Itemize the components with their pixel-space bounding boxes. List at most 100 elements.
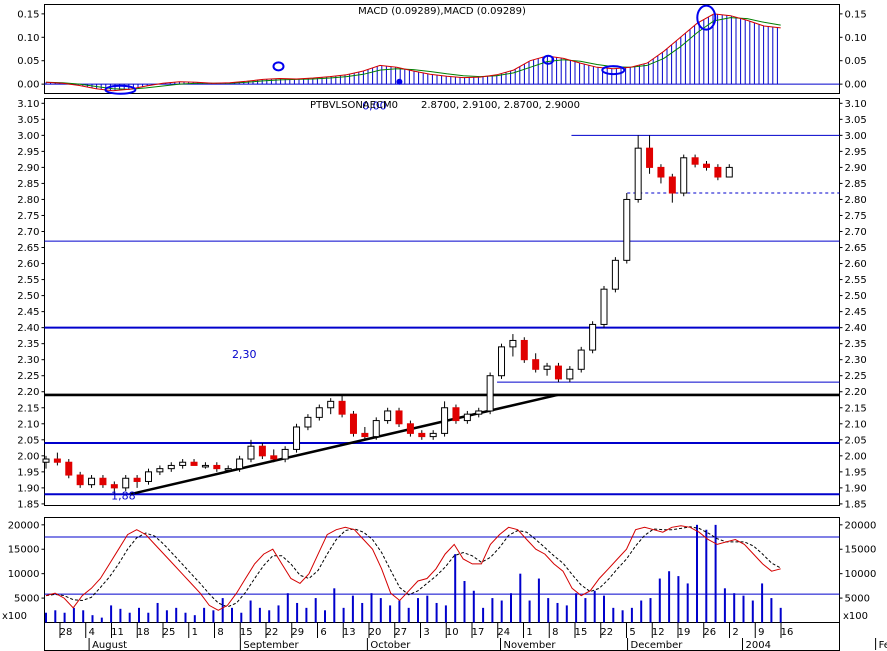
macd-y-tick-label-right: 0.10 <box>845 33 867 44</box>
axes-layer: 0.00 0.00 0.05 0.05 0.10 0.10 0.15 0.15 1.85 1.85… <box>2 9 887 651</box>
candle-up <box>293 426 301 450</box>
date-tick-label: 1 <box>526 627 532 638</box>
candle-down <box>532 359 540 370</box>
date-tick-label: 8 <box>217 627 223 638</box>
price-y-tick-label-left: 3.10 <box>17 99 39 110</box>
date-tick-label: 12 <box>652 627 665 638</box>
macd-y-tick-label-left: 0.00 <box>17 80 39 91</box>
candle-up <box>611 259 619 290</box>
price-y-tick-label-left: 3.00 <box>17 131 39 142</box>
price-y-tick-label-left: 1.90 <box>17 483 39 494</box>
macd-marker-ellipse <box>104 84 137 95</box>
price-title-values: 2.8700, 2.9100, 2.8700, 2.9000 <box>421 100 580 111</box>
price-y-tick-label-right: 2.45 <box>845 307 867 318</box>
price-y-tick-label-left: 2.50 <box>17 291 39 302</box>
candle-up <box>384 410 392 422</box>
price-annotation: 1,88 <box>111 490 136 503</box>
macd-layer <box>44 4 840 95</box>
candle-up <box>179 461 187 466</box>
price-y-tick-label-right: 3.00 <box>845 131 867 142</box>
candle-up <box>156 468 164 473</box>
price-y-tick-label-left: 2.40 <box>17 323 39 334</box>
candle-down <box>452 407 460 422</box>
candle-up <box>304 416 312 428</box>
volume-y-tick-label-left: 10000 <box>8 569 40 580</box>
date-axis-bar <box>44 622 840 651</box>
month-label: 2004 <box>746 640 771 651</box>
price-title: PTBVLSONAECM0 <box>310 100 398 111</box>
candle-down <box>258 445 266 457</box>
date-tick-label: 20 <box>369 627 382 638</box>
price-y-tick-label-right: 2.70 <box>845 227 867 238</box>
candle-up <box>566 368 574 380</box>
candle-up <box>475 410 483 415</box>
price-y-tick-label-right: 1.95 <box>845 467 867 478</box>
candle-down <box>53 458 61 463</box>
date-tick-label: 26 <box>703 627 716 638</box>
month-label: February <box>879 640 887 651</box>
macd-y-tick-label-right: 0.15 <box>845 9 867 20</box>
price-y-tick-label-right: 2.10 <box>845 419 867 430</box>
price-y-tick-label-right: 2.35 <box>845 339 867 350</box>
candle-up <box>236 458 244 470</box>
candle-up <box>201 464 209 468</box>
price-y-tick-label-right: 2.15 <box>845 403 867 414</box>
date-tick-label: 19 <box>678 627 691 638</box>
candle-up <box>88 477 96 486</box>
price-y-tick-label-left: 2.10 <box>17 419 39 430</box>
price-y-tick-label-right: 2.20 <box>845 387 867 398</box>
candle-down <box>691 157 699 165</box>
candle-up <box>589 323 597 351</box>
price-y-tick-label-right: 2.50 <box>845 291 867 302</box>
volume-y-tick-label-left: 5000 <box>14 594 39 605</box>
candle-up <box>281 448 289 460</box>
date-tick-label: 27 <box>394 627 407 638</box>
price-y-tick-label-right: 2.25 <box>845 371 867 382</box>
candle-up <box>486 375 494 412</box>
date-tick-label: 25 <box>163 627 176 638</box>
price-y-tick-label-right: 2.95 <box>845 147 867 158</box>
price-y-tick-label-right: 2.55 <box>845 275 867 286</box>
price-y-tick-label-right: 3.05 <box>845 115 867 126</box>
price-y-tick-label-left: 2.00 <box>17 451 39 462</box>
price-y-tick-label-left: 2.25 <box>17 371 39 382</box>
price-y-tick-label-left: 1.95 <box>17 467 39 478</box>
month-label: October <box>370 640 411 651</box>
volume-y-tick-label-right: 15000 <box>845 545 877 556</box>
macd-y-tick-label-left: 0.05 <box>17 56 39 67</box>
price-y-tick-label-right: 2.65 <box>845 243 867 254</box>
macd-y-tick-label-right: 0.00 <box>845 80 867 91</box>
price-y-tick-label-right: 2.80 <box>845 195 867 206</box>
price-y-tick-label-left: 2.30 <box>17 355 39 366</box>
price-y-tick-label-right: 2.90 <box>845 163 867 174</box>
candle-up <box>372 420 380 438</box>
volume-y-tick-label-right: 5000 <box>845 594 870 605</box>
date-tick-label: 9 <box>758 627 764 638</box>
candle-down <box>65 461 73 476</box>
month-label: December <box>631 640 684 651</box>
candle-up <box>429 432 437 438</box>
price-y-tick-label-left: 2.05 <box>17 435 39 446</box>
candle-down <box>76 474 84 486</box>
price-y-tick-label-left: 2.55 <box>17 275 39 286</box>
candle-up <box>634 147 642 200</box>
price-y-tick-label-right: 2.05 <box>845 435 867 446</box>
candle-down <box>99 477 107 486</box>
candle-up <box>122 477 130 489</box>
candle-down <box>418 432 426 438</box>
macd-y-tick-label-right: 0.05 <box>845 56 867 67</box>
price-y-tick-label-left: 2.65 <box>17 243 39 254</box>
candle-up <box>224 468 232 471</box>
candle-up <box>623 198 631 261</box>
macd-line <box>45 13 781 92</box>
price-y-tick-label-right: 2.00 <box>845 451 867 462</box>
price-y-tick-label-left: 2.20 <box>17 387 39 398</box>
date-tick-label: 15 <box>240 627 253 638</box>
price-y-tick-label-right: 2.75 <box>845 211 867 222</box>
candle-up <box>167 464 175 470</box>
price-y-tick-label-right: 3.10 <box>845 99 867 110</box>
stochastic-k-line <box>45 525 781 611</box>
date-tick-label: 10 <box>446 627 459 638</box>
candle-down <box>110 484 118 489</box>
